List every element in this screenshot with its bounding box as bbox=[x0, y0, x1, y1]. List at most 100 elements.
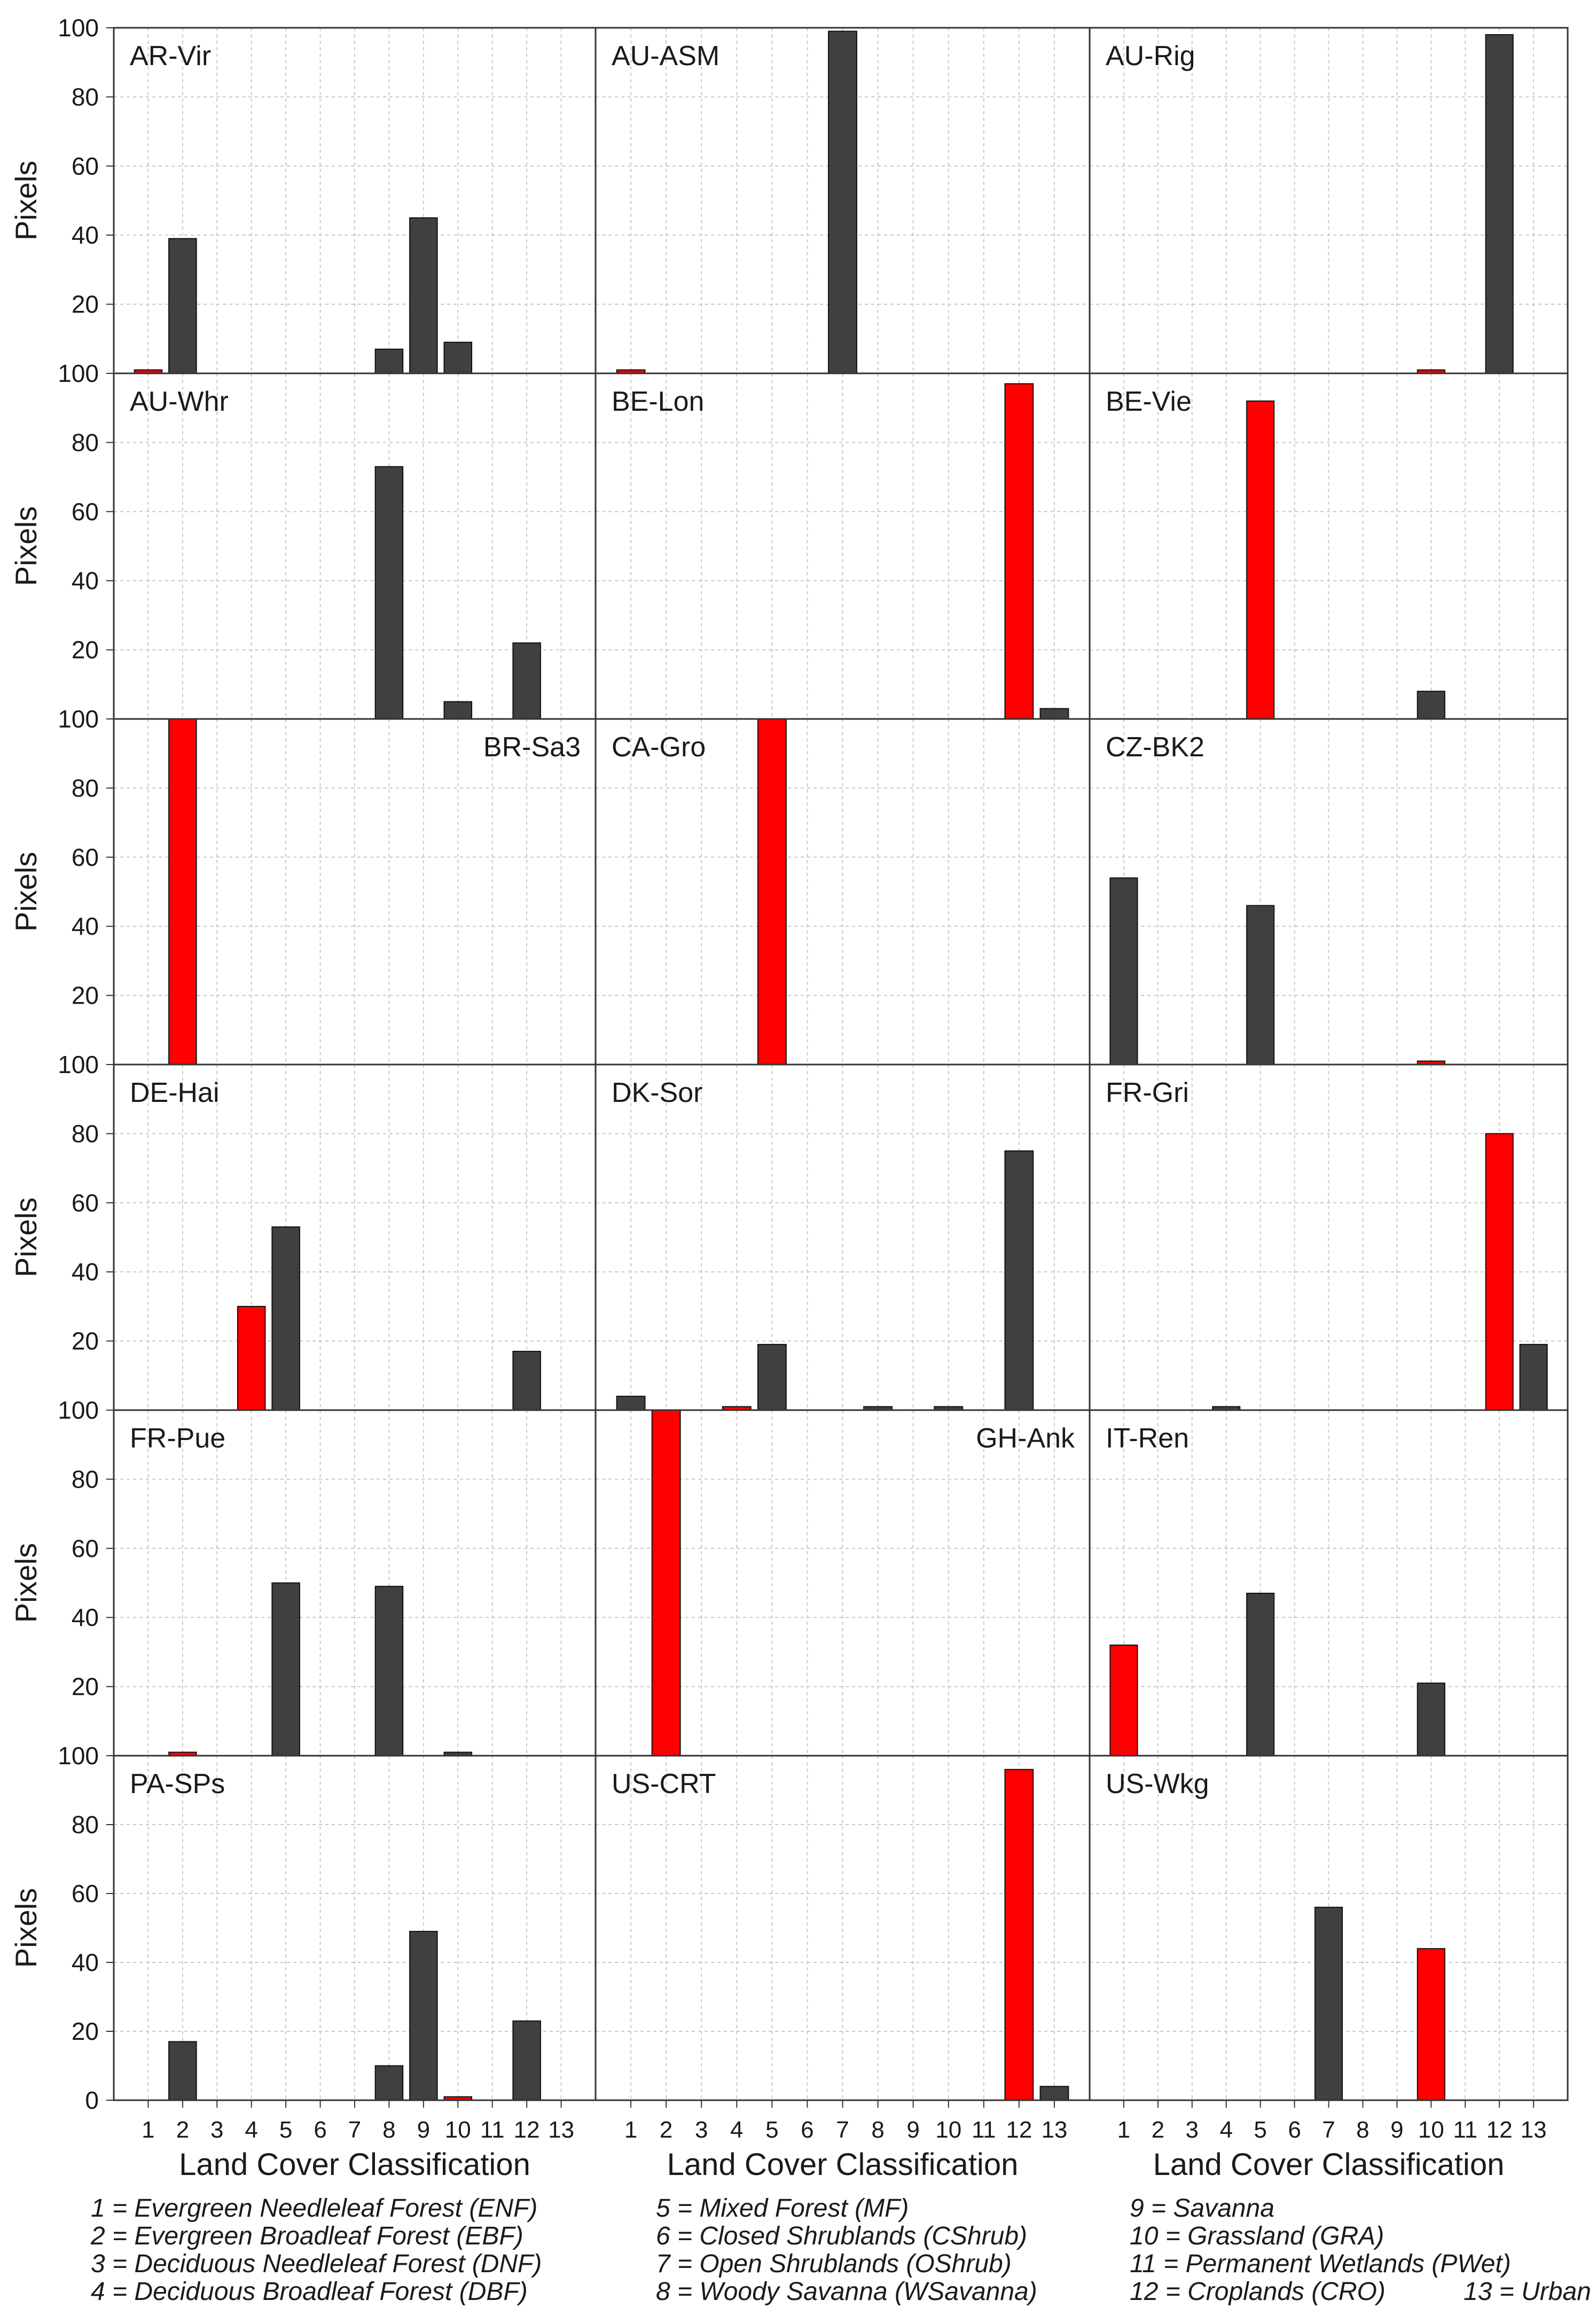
legend-entry: 9 = Savanna bbox=[1130, 2194, 1274, 2223]
bar-it-ren-class-10 bbox=[1417, 1683, 1445, 1756]
y-axis-label: Pixels bbox=[9, 1543, 43, 1623]
y-tick-label: 100 bbox=[58, 1396, 99, 1424]
y-tick-label: 100 bbox=[58, 705, 99, 733]
panel-au-rig: AU-Rig bbox=[1089, 27, 1569, 374]
y-tick-label: 100 bbox=[58, 359, 99, 387]
x-axis-label: Land Cover Classification bbox=[179, 2147, 530, 2182]
y-tick-label: 80 bbox=[72, 1120, 99, 1147]
y-tick-label: 100 bbox=[58, 14, 99, 42]
x-tick-label: 5 bbox=[765, 2117, 778, 2143]
x-tick-label: 6 bbox=[314, 2117, 326, 2143]
x-tick-label: 8 bbox=[382, 2117, 395, 2143]
site-label: FR-Gri bbox=[1106, 1077, 1189, 1108]
legend-entry: 12 = Croplands (CRO) bbox=[1130, 2278, 1386, 2306]
y-axis-label: Pixels bbox=[9, 852, 43, 932]
bar-us-wkg-class-10 bbox=[1417, 1948, 1445, 2101]
y-tick-label: 40 bbox=[72, 221, 99, 249]
bar-fr-gri-class-13 bbox=[1519, 1344, 1548, 1411]
legend-entry: 8 = Woody Savanna (WSavanna) bbox=[656, 2278, 1037, 2306]
legend-entry: 2 = Evergreen Broadleaf Forest (EBF) bbox=[90, 2222, 523, 2250]
x-tick-label: 13 bbox=[1041, 2117, 1067, 2143]
y-tick-label: 0 bbox=[85, 2086, 99, 2114]
x-tick-label: 13 bbox=[1521, 2117, 1547, 2143]
legend-entry: 1 = Evergreen Needleleaf Forest (ENF) bbox=[91, 2194, 537, 2223]
x-tick-label: 11 bbox=[480, 2117, 505, 2143]
y-tick-label: 40 bbox=[72, 1949, 99, 1976]
bar-ar-vir-class-9 bbox=[409, 217, 438, 374]
site-label: CZ-BK2 bbox=[1106, 732, 1204, 763]
x-tick-label: 10 bbox=[935, 2117, 961, 2143]
x-tick-label: 2 bbox=[660, 2117, 672, 2143]
x-tick-label: 9 bbox=[417, 2117, 430, 2143]
site-label: PA-SPs bbox=[130, 1769, 225, 1799]
legend-entry: 13 = Urban bbox=[1464, 2278, 1591, 2306]
x-tick-label: 11 bbox=[972, 2117, 996, 2143]
x-tick-label: 3 bbox=[210, 2117, 223, 2143]
x-tick-label: 2 bbox=[176, 2117, 189, 2143]
panel-ca-gro: CA-Gro bbox=[594, 718, 1091, 1066]
x-tick-label: 4 bbox=[1219, 2117, 1232, 2143]
y-tick-label: 60 bbox=[72, 1189, 99, 1217]
x-tick-label: 12 bbox=[1006, 2117, 1032, 2143]
bar-pa-sps-class-8 bbox=[374, 2065, 404, 2101]
y-tick-label: 100 bbox=[58, 1051, 99, 1078]
x-tick-label: 3 bbox=[695, 2117, 708, 2143]
bar-us-wkg-class-7 bbox=[1314, 1906, 1343, 2101]
x-tick-label: 10 bbox=[1418, 2117, 1444, 2143]
bar-pa-sps-class-2 bbox=[168, 2041, 197, 2101]
bar-be-vie-class-5 bbox=[1246, 400, 1275, 719]
legend-entry: 11 = Permanent Wetlands (PWet) bbox=[1130, 2250, 1511, 2278]
x-tick-label: 12 bbox=[514, 2117, 540, 2143]
y-tick-label: 80 bbox=[72, 1811, 99, 1838]
class-legend: 1 = Evergreen Needleleaf Forest (ENF)2 =… bbox=[90, 2194, 1591, 2306]
bar-au-whr-class-8 bbox=[374, 466, 404, 719]
x-tick-label: 2 bbox=[1152, 2117, 1164, 2143]
bar-ar-vir-class-8 bbox=[374, 348, 404, 374]
x-tick-label: 6 bbox=[801, 2117, 813, 2143]
x-tick-label: 1 bbox=[142, 2117, 154, 2143]
y-tick-label: 100 bbox=[58, 1742, 99, 1770]
x-tick-label: 8 bbox=[1356, 2117, 1369, 2143]
bar-de-hai-class-5 bbox=[271, 1226, 300, 1411]
site-label: CA-Gro bbox=[612, 732, 706, 763]
legend-entry: 4 = Deciduous Broadleaf Forest (DBF) bbox=[91, 2278, 528, 2306]
bar-dk-sor-class-5 bbox=[757, 1344, 787, 1411]
y-tick-label: 60 bbox=[72, 152, 99, 180]
panel-fr-pue: FR-Pue 20 40 60 80 100 Pixels bbox=[9, 1396, 597, 1757]
x-tick-label: 4 bbox=[730, 2117, 743, 2143]
bar-au-asm-class-7 bbox=[828, 30, 857, 374]
site-label: FR-Pue bbox=[130, 1423, 225, 1454]
x-axis-label: Land Cover Classification bbox=[1153, 2147, 1505, 2182]
site-label: DE-Hai bbox=[130, 1077, 220, 1108]
bar-dk-sor-class-12 bbox=[1004, 1150, 1034, 1411]
bar-ar-vir-class-2 bbox=[168, 238, 197, 374]
bar-be-vie-class-10 bbox=[1417, 691, 1445, 719]
x-tick-label: 7 bbox=[348, 2117, 361, 2143]
panel-au-whr: AU-Whr 20 40 60 80 100 Pixels bbox=[9, 359, 597, 720]
y-tick-label: 20 bbox=[72, 2017, 99, 2045]
y-axis-label: Pixels bbox=[9, 161, 43, 240]
bar-pa-sps-class-9 bbox=[409, 1930, 438, 2101]
site-label: BE-Vie bbox=[1106, 386, 1192, 417]
bar-dk-sor-class-1 bbox=[616, 1396, 646, 1411]
site-label: BR-Sa3 bbox=[483, 732, 581, 763]
bar-au-whr-class-10 bbox=[443, 701, 473, 720]
panel-ar-vir: AR-Vir 20 40 60 80 100 Pixels bbox=[9, 14, 597, 374]
x-tick-label: 9 bbox=[906, 2117, 919, 2143]
legend-entry: 3 = Deciduous Needleleaf Forest (DNF) bbox=[91, 2250, 542, 2278]
site-label: AU-Rig bbox=[1106, 41, 1195, 72]
y-tick-label: 60 bbox=[72, 1880, 99, 1907]
site-label: IT-Ren bbox=[1106, 1423, 1189, 1454]
panel-de-hai: DE-Hai 20 40 60 80 100 Pixels bbox=[9, 1051, 597, 1411]
y-tick-label: 60 bbox=[72, 498, 99, 526]
y-tick-label: 60 bbox=[72, 1535, 99, 1562]
bar-br-sa3-class-2 bbox=[168, 718, 197, 1065]
x-tick-label: 6 bbox=[1288, 2117, 1301, 2143]
y-tick-label: 40 bbox=[72, 567, 99, 594]
y-axis-label: Pixels bbox=[9, 1198, 43, 1277]
x-tick-label: 9 bbox=[1390, 2117, 1403, 2143]
y-tick-label: 80 bbox=[72, 83, 99, 111]
